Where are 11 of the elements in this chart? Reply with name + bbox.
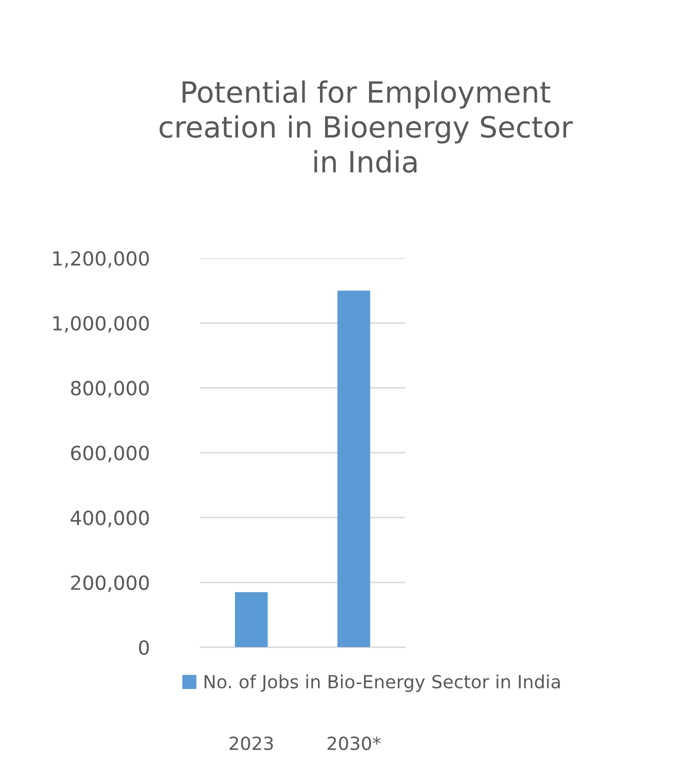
y-tick-label: 0 <box>139 640 149 655</box>
chart-title: Potential for Employment creation in Bioenergy Sector in India <box>160 80 573 173</box>
x-tick-label: 2030* <box>328 736 381 750</box>
x-tick-label: 2023 <box>230 736 273 750</box>
y-tick-label: 1,000,000 <box>53 316 149 333</box>
y-tick-label: 400,000 <box>70 510 149 528</box>
y-tick-label: 600,000 <box>71 446 149 462</box>
y-tick-label: 1,200,000 <box>53 251 149 268</box>
y-tick-label: 200,000 <box>71 575 149 592</box>
y-tick-label: 800,000 <box>71 380 149 398</box>
legend-label: No. of Jobs in Bio-Energy Sector in India <box>204 674 560 692</box>
